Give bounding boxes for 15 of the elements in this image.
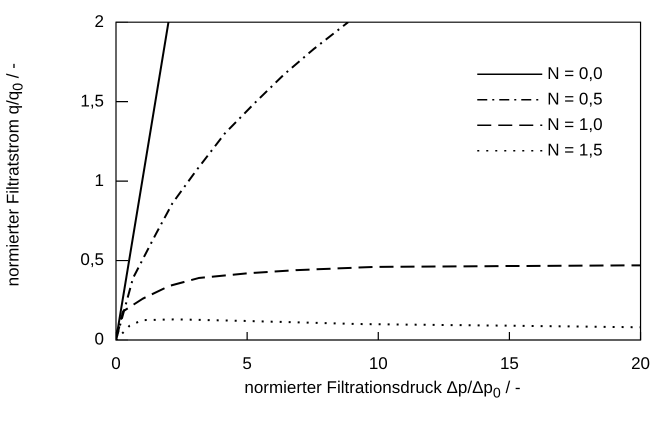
y-tick-label: 0,5 — [80, 250, 104, 270]
legend-label: N = 1,0 — [547, 114, 603, 134]
x-tick-label: 10 — [368, 354, 388, 373]
x-tick-label: 5 — [242, 354, 252, 373]
legend-label: N = 0,0 — [547, 64, 603, 83]
x-axis-title: normierter Filtrationsdruck Δp/Δp$_{0}$ / - — [243, 378, 522, 402]
y-tick-label: 0 — [94, 330, 104, 349]
legend-label: N = 0,5 — [547, 89, 603, 108]
x-tick-label: 15 — [500, 354, 519, 373]
y-tick-label: 1 — [94, 170, 104, 190]
y-tick-label: 2 — [94, 12, 104, 31]
y-tick-label: 1,5 — [80, 91, 104, 110]
x-tick-label: 20 — [631, 354, 650, 373]
x-tick-label: 0 — [111, 354, 121, 373]
legend-label: N = 1,5 — [547, 140, 603, 160]
